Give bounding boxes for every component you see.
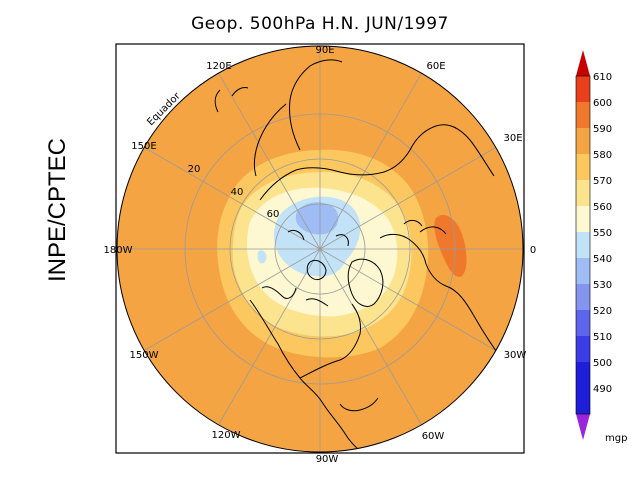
colorbar-swatch-540-550 [576,232,590,258]
longitude-labels: 90E 60E 30E 0 30W 60W 90W 120W 150W 180W… [104,45,537,465]
coastlines [214,59,505,452]
lon-label-90w: 90W [316,454,339,465]
map-boundary [116,45,524,453]
lon-label-0: 0 [530,245,536,256]
map-frame [115,43,525,454]
colorbar-label-520: 520 [593,306,612,317]
colorbar-label-490: 490 [593,384,612,395]
colorbar-label-560: 560 [593,202,612,213]
lon-label-120e: 120E [206,61,231,72]
colorbar-swatch-580-590 [576,128,590,154]
map-title: Geop. 500hPa H.N. JUN/1997 [191,14,449,34]
colorbar-swatch-490-500 [576,362,590,388]
colorbar-label-530: 530 [593,280,612,291]
colorbar-swatch-below-490-bar [576,388,590,414]
colorbar-label-600: 600 [593,98,612,109]
lon-label-30w: 30W [504,350,527,361]
meridians [117,46,523,452]
colorbar-swatch-530-540 [576,258,590,284]
colorbar-label-540: 540 [593,254,612,265]
colorbar: 610 600 590 580 570 560 550 540 530 520 … [575,50,627,444]
lon-label-30e: 30E [503,133,522,144]
colorbar-swatch-550-560 [576,206,590,232]
lon-label-120w: 120W [212,430,241,441]
colorbar-label-570: 570 [593,176,612,187]
lat-label-40: 40 [231,187,244,198]
colorbar-label-510: 510 [593,332,612,343]
colorbar-bottom-arrow [576,414,590,440]
lon-label-180w: 180W [104,245,133,256]
lat-label-20: 20 [188,164,201,175]
lon-label-90e: 90E [315,45,334,56]
colorbar-top-arrow [576,50,590,76]
region-540-550-small [257,250,267,264]
lat-label-60: 60 [267,209,280,220]
colorbar-swatch-520-530 [576,284,590,310]
colorbar-label-590: 590 [593,124,612,135]
lon-label-60e: 60E [426,61,445,72]
colorbar-swatch-600-610 [576,76,590,102]
region-530-540 [295,202,339,235]
colorbar-swatch-590-600 [576,102,590,128]
lon-label-60w: 60W [422,431,445,442]
colorbar-label-500: 500 [593,358,612,369]
lon-label-150w: 150W [130,350,159,361]
colorbar-swatch-560-570 [576,180,590,206]
lon-label-150e: 150E [131,141,156,152]
colorbar-label-580: 580 [593,150,612,161]
colorbar-label-610: 610 [593,72,612,83]
colorbar-label-550: 550 [593,228,612,239]
colorbar-unit: mgp [605,433,627,444]
colorbar-swatch-570-580 [576,154,590,180]
colorbar-swatch-510-520 [576,310,590,336]
colorbar-swatch-500-510 [576,336,590,362]
